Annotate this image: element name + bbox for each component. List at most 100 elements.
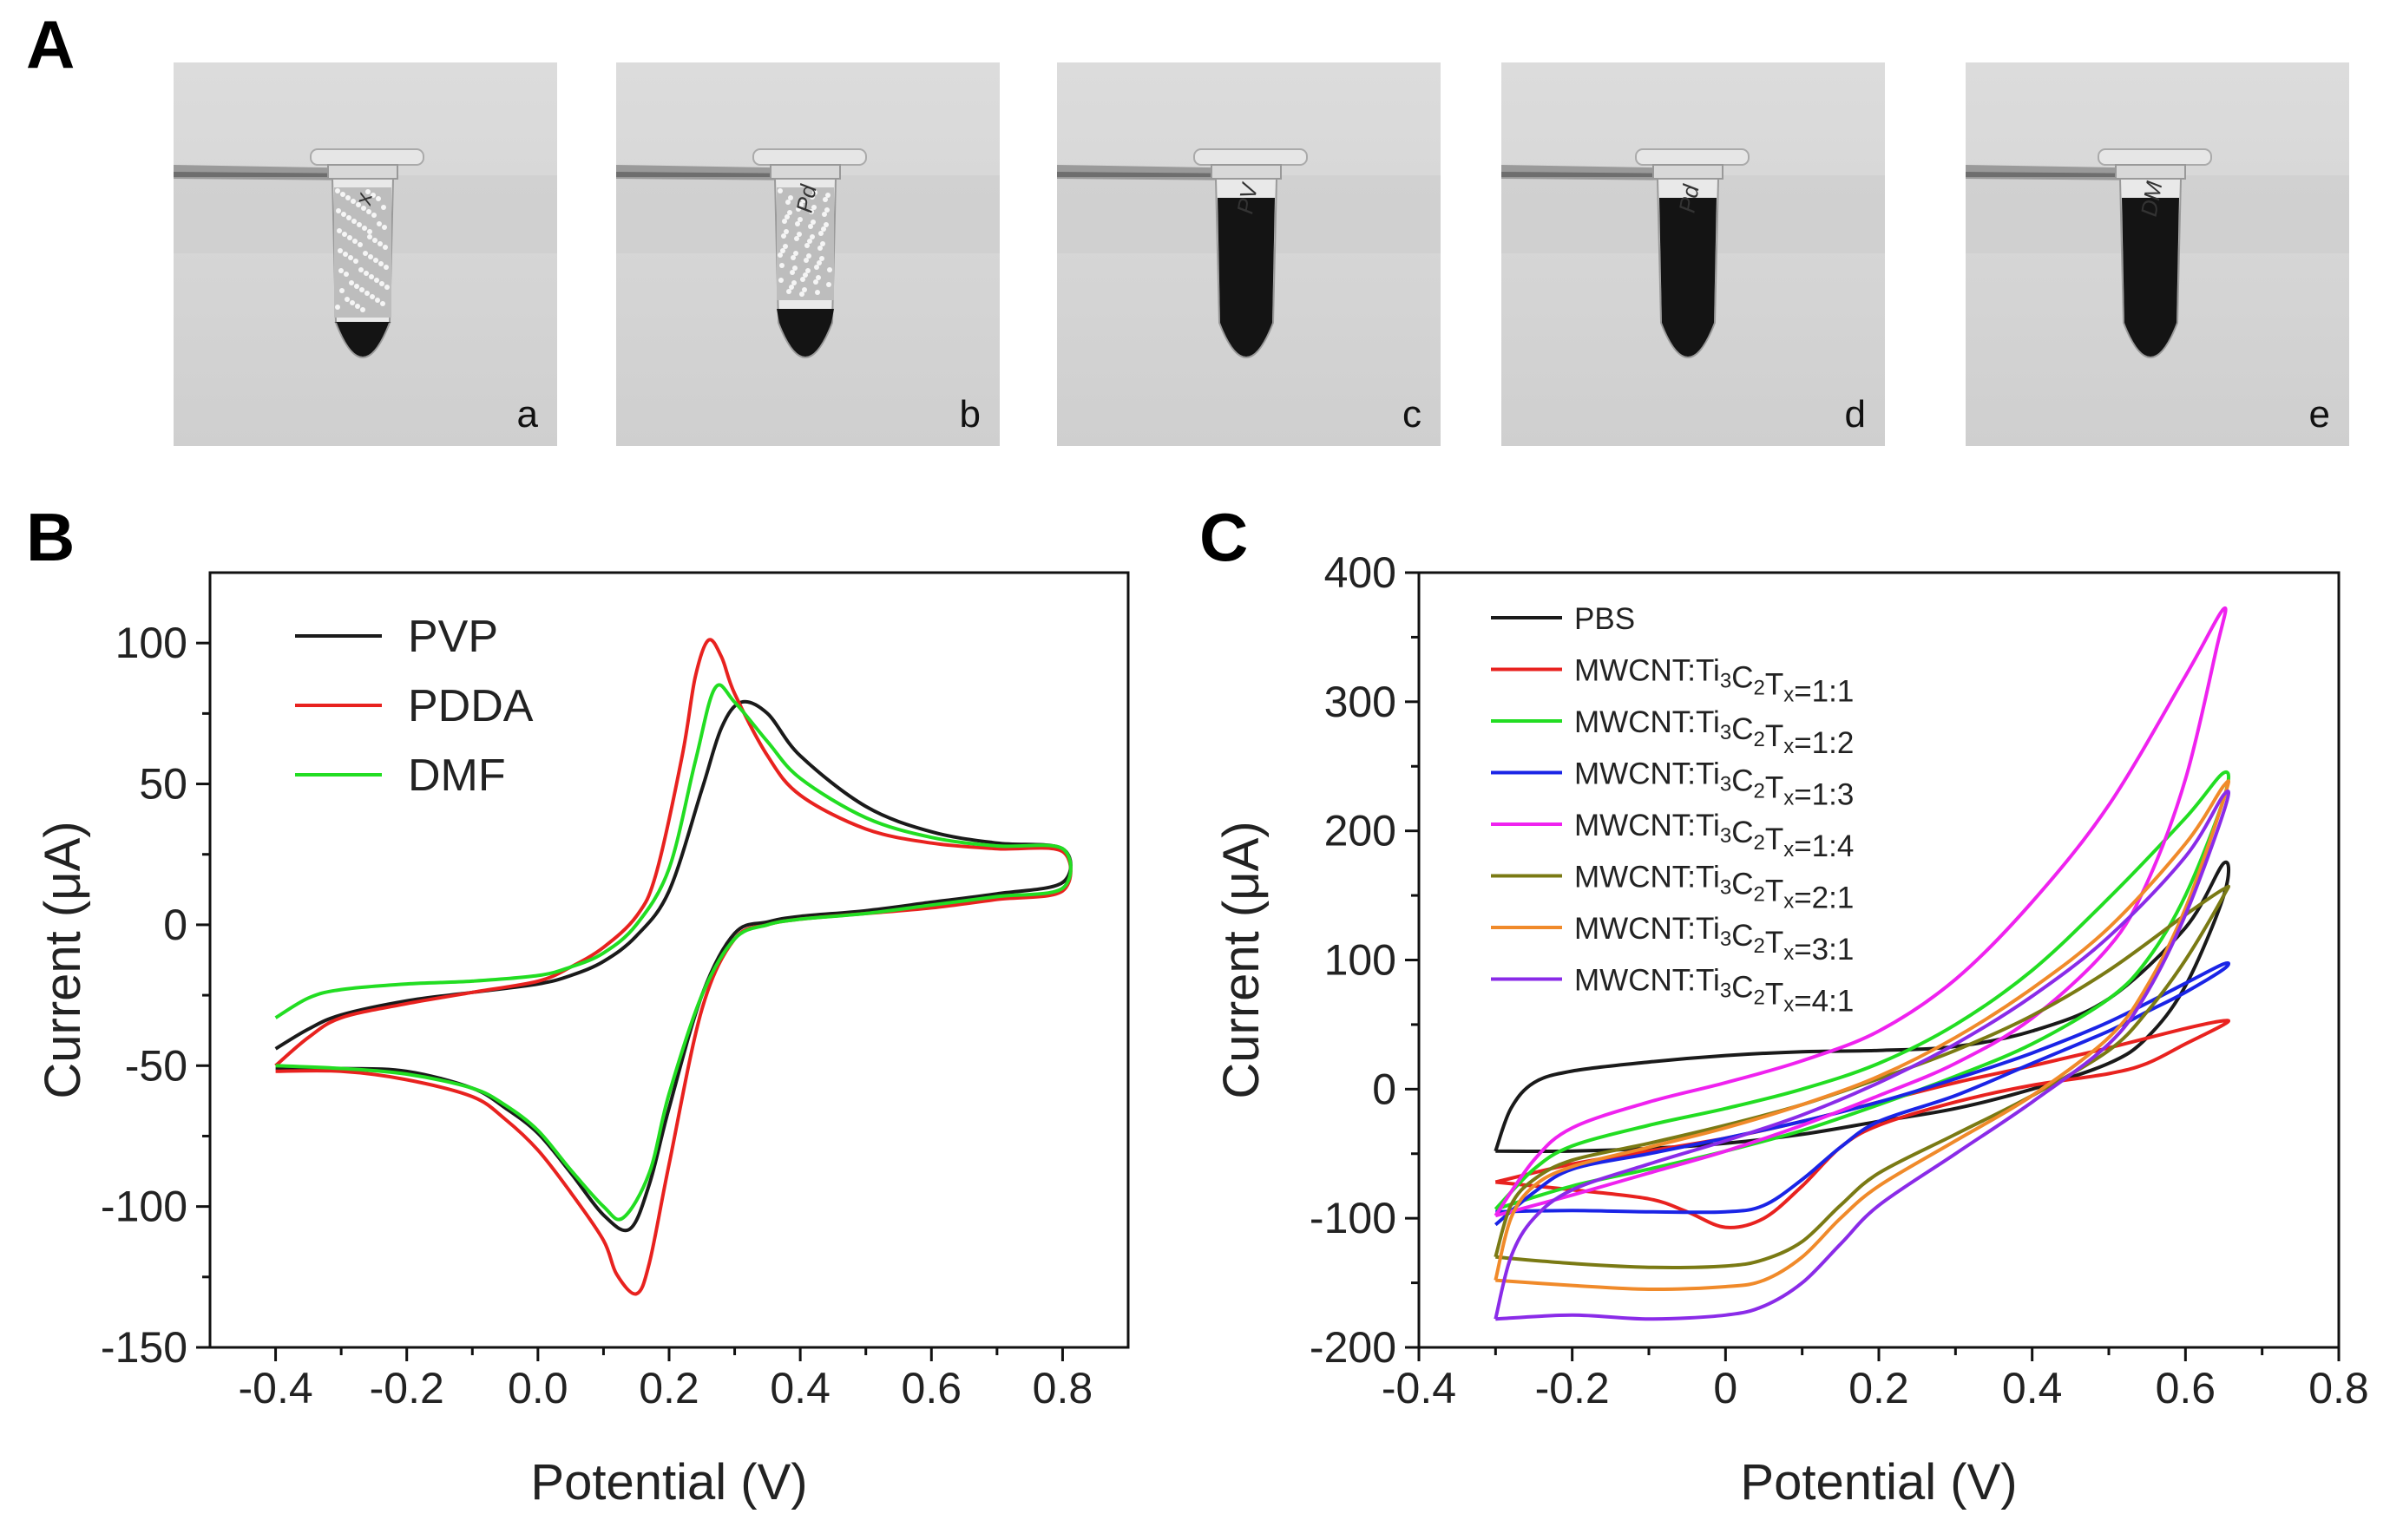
tube-sediment — [334, 322, 391, 357]
photo-e: DM e — [1966, 62, 2349, 446]
foam-bubble — [811, 220, 816, 225]
foam-bubble — [345, 195, 351, 200]
foam-bubble — [809, 209, 814, 214]
foam-bubble — [339, 288, 345, 293]
foam-bubble — [815, 290, 820, 295]
foam-bubble — [787, 210, 792, 215]
foam-bubble — [375, 298, 380, 303]
foam-bubble — [782, 219, 787, 224]
foam-bubble — [785, 214, 790, 220]
foam-bubble — [779, 263, 785, 268]
x-tick-label: -0.2 — [370, 1364, 444, 1412]
foam-bubble — [823, 197, 828, 202]
tweezer-edge — [1501, 172, 1697, 177]
foam-bubble — [810, 234, 815, 239]
foam-bubble — [791, 255, 796, 260]
foam-bubble — [350, 300, 355, 305]
photo-label: b — [960, 393, 981, 436]
y-tick-label: 0 — [1372, 1065, 1396, 1113]
y-axis-title: Current (μA) — [35, 821, 91, 1098]
foam-bubble — [355, 304, 360, 309]
foam-bubble — [795, 221, 800, 226]
series-line-DMF — [274, 683, 1073, 1222]
foam-bubble — [808, 224, 813, 229]
foam-bubble — [788, 195, 793, 200]
x-tick-label: 0 — [1713, 1364, 1737, 1412]
foam-bubble — [368, 254, 373, 259]
tube-handwriting: PV — [1231, 180, 1263, 216]
foam-bubble — [797, 232, 802, 237]
x-tick-label: 0.6 — [902, 1364, 962, 1412]
foam-bubble — [792, 265, 798, 271]
foam-bubble — [378, 261, 384, 266]
y-tick-label: 100 — [115, 619, 187, 667]
series-line-r31 — [1494, 779, 2231, 1292]
foam-bubble — [374, 278, 379, 283]
foam-bubble — [378, 241, 383, 246]
foam-bubble — [351, 219, 357, 224]
series-group — [274, 638, 1073, 1296]
photo-label: c — [1402, 393, 1421, 436]
tube-dispersion — [1218, 198, 1275, 357]
y-tick-label: 0 — [163, 901, 187, 949]
foam-bubble — [376, 196, 381, 201]
series-line-r14 — [1494, 606, 2228, 1218]
x-tick-label: 0.8 — [1033, 1364, 1093, 1412]
foam-bubble — [344, 272, 349, 277]
foam-bubble — [804, 258, 809, 263]
foam-bubble — [816, 275, 821, 280]
foam-bubble — [790, 270, 795, 275]
tweezer-edge — [174, 172, 371, 177]
photo-label: e — [2309, 393, 2330, 436]
foam-bubble — [791, 280, 797, 285]
foam-bubble — [335, 188, 340, 193]
foam-bubble — [338, 268, 344, 273]
legend-label: PBS — [1574, 602, 1635, 636]
foam-bubble — [371, 193, 376, 198]
foam-bubble — [805, 268, 811, 273]
foam-bubble — [796, 206, 801, 212]
foam-bubble — [383, 245, 388, 250]
foam-bubble — [349, 280, 354, 285]
foam-bubble — [786, 289, 791, 294]
foam-bubble — [336, 208, 341, 213]
x-tick-label: -0.2 — [1535, 1364, 1610, 1412]
y-tick-label: 300 — [1324, 678, 1396, 726]
foam-bubble — [794, 236, 799, 241]
foam-bubble — [348, 255, 353, 260]
foam-bubble — [369, 274, 374, 279]
tweezer-edge — [1057, 172, 1255, 177]
foam-bubble — [785, 200, 791, 205]
foam-bubble — [814, 265, 819, 270]
foam-bubble — [817, 260, 822, 265]
foam-bubble — [813, 279, 818, 285]
foam-bubble — [377, 221, 382, 226]
foam-bubble — [358, 267, 364, 272]
tweezer-edge — [616, 172, 814, 177]
series-line-r21 — [1494, 884, 2231, 1269]
foam-bubble — [371, 213, 377, 218]
foam-bubble — [824, 222, 829, 227]
foam-bubble — [801, 198, 806, 203]
foam-bubble — [384, 265, 389, 270]
y-tick-label: -50 — [125, 1041, 187, 1090]
foam-bubble — [337, 228, 342, 233]
foam-bubble — [802, 287, 807, 292]
foam-bubble — [811, 205, 817, 210]
foam-bubble — [780, 248, 785, 253]
panel-label-a: A — [26, 6, 76, 82]
foam-bubble — [789, 285, 794, 290]
photo-c: PV c — [1057, 62, 1441, 446]
foam-bubble — [356, 202, 361, 207]
photo-d: Pd d — [1501, 62, 1885, 446]
foam-bubble — [365, 189, 371, 194]
foam-bubble — [382, 225, 387, 230]
legend: PBSMWCNT:Ti3C2Tx=1:1MWCNT:Ti3C2Tx=1:2MWC… — [1491, 602, 1854, 1019]
foam-bubble — [358, 242, 363, 247]
photo-label: d — [1845, 393, 1866, 436]
foam-bubble — [806, 253, 811, 259]
x-tick-label: 0.0 — [508, 1364, 568, 1412]
y-tick-label: 400 — [1324, 548, 1396, 597]
x-tick-label: 0.2 — [1848, 1364, 1909, 1412]
foam-bubble — [352, 239, 358, 244]
